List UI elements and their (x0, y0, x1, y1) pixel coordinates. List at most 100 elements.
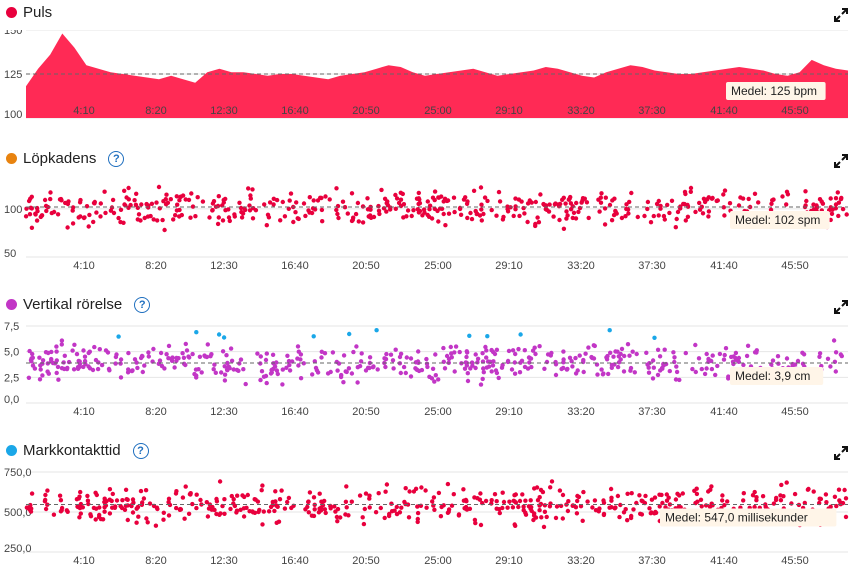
data-point (160, 217, 165, 223)
expand-icon[interactable] (834, 446, 848, 460)
data-point (699, 504, 704, 509)
data-point (672, 355, 677, 360)
data-point (481, 211, 486, 217)
data-point (222, 497, 227, 502)
data-point (709, 358, 714, 364)
data-point (182, 516, 187, 521)
data-point (795, 358, 801, 364)
data-point (828, 205, 833, 210)
data-point (98, 214, 103, 219)
expand-icon[interactable] (834, 8, 848, 22)
data-point (657, 354, 663, 359)
data-point (258, 354, 263, 359)
data-point (226, 207, 231, 212)
data-point (451, 195, 457, 200)
data-point (198, 497, 203, 503)
data-point (491, 359, 496, 364)
data-point (565, 213, 570, 218)
data-point (531, 513, 537, 518)
data-point (652, 495, 658, 500)
data-point (383, 489, 388, 494)
data-point (828, 364, 833, 369)
expand-icon[interactable] (834, 300, 848, 314)
data-point (596, 509, 601, 514)
data-point (106, 366, 112, 372)
data-point (284, 365, 289, 370)
data-point (336, 215, 341, 221)
data-point (586, 215, 591, 221)
y-tick-label: 50 (4, 248, 16, 260)
data-point (317, 491, 322, 496)
data-point (443, 223, 448, 228)
data-point (497, 510, 502, 516)
data-point (584, 200, 590, 205)
data-point (62, 353, 67, 358)
data-point (521, 504, 526, 509)
data-point (86, 224, 91, 229)
data-point (173, 491, 179, 496)
data-point (501, 499, 507, 505)
data-point (560, 516, 565, 521)
data-point (161, 510, 166, 515)
data-point (432, 197, 437, 203)
data-point (427, 207, 432, 212)
data-point (93, 517, 98, 522)
data-point (631, 507, 636, 512)
data-point (694, 491, 700, 497)
data-point (650, 376, 656, 381)
chart-title: Vertikal rörelse (23, 296, 123, 313)
data-point (280, 382, 285, 387)
data-point (328, 506, 333, 511)
help-icon[interactable]: ? (108, 150, 125, 167)
data-point (85, 493, 90, 499)
data-point (319, 207, 325, 213)
expand-icon[interactable] (834, 154, 848, 168)
data-point (118, 219, 123, 225)
help-icon[interactable]: ? (132, 442, 149, 459)
area-series (26, 33, 848, 118)
data-point (720, 498, 725, 503)
data-point (481, 370, 486, 375)
data-point (613, 505, 618, 510)
data-point (429, 216, 435, 221)
data-point (261, 509, 266, 514)
mean-badge (730, 210, 830, 229)
data-point (547, 202, 552, 207)
data-point (839, 195, 844, 201)
data-point (70, 348, 75, 353)
data-point (461, 487, 466, 492)
data-point (188, 215, 193, 220)
data-point (255, 351, 260, 356)
data-point (394, 504, 399, 510)
data-point (402, 499, 407, 505)
help-icon[interactable]: ? (134, 296, 151, 313)
data-point (157, 358, 163, 363)
data-point (210, 207, 215, 213)
data-point (673, 225, 678, 230)
data-point (489, 207, 494, 213)
data-point (168, 197, 173, 202)
panel-title: Markkontakttid ? (6, 442, 149, 459)
data-point (146, 205, 151, 210)
data-point (37, 355, 42, 360)
data-point (667, 502, 673, 507)
data-point (833, 196, 839, 201)
data-point (713, 372, 718, 378)
data-point (405, 208, 411, 213)
data-point (574, 200, 579, 206)
data-point (628, 365, 634, 371)
data-point (446, 507, 452, 512)
data-point (48, 196, 53, 202)
data-point (84, 204, 90, 209)
data-point (107, 497, 112, 502)
x-tick-label: 41:40 (710, 260, 738, 271)
data-point (565, 366, 570, 372)
data-point (721, 357, 727, 362)
data-point (448, 344, 453, 350)
data-point (520, 492, 525, 497)
data-point (221, 200, 226, 205)
data-point (24, 206, 29, 211)
data-point (533, 199, 538, 205)
data-point (680, 491, 685, 496)
data-point (110, 505, 115, 510)
